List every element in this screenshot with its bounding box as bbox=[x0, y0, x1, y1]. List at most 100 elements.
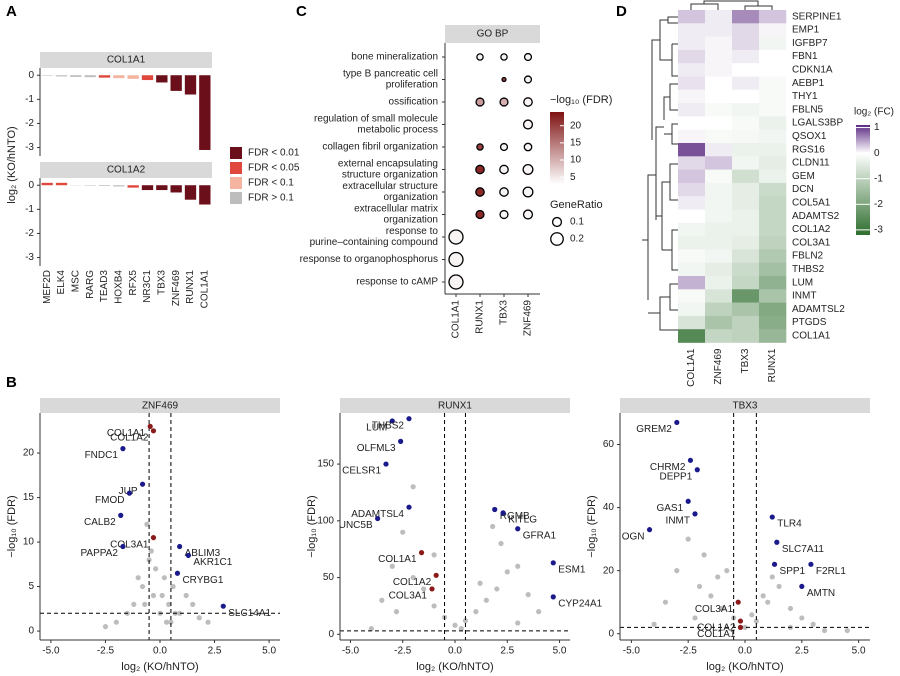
x-tick-label: ZNF469 bbox=[523, 300, 534, 337]
point-label: ESM1 bbox=[558, 564, 586, 575]
row-label: EMP1 bbox=[792, 25, 820, 36]
bar bbox=[98, 75, 111, 78]
point-label: LUM bbox=[366, 423, 387, 434]
background-point bbox=[776, 583, 782, 590]
heatmap-cell bbox=[759, 76, 787, 91]
heatmap-cell bbox=[759, 63, 787, 77]
background-point bbox=[799, 615, 805, 621]
panel-label: A bbox=[6, 3, 17, 20]
heatmap-cell bbox=[759, 10, 787, 24]
dot bbox=[500, 53, 508, 61]
highlight-point bbox=[406, 416, 412, 422]
x-tick-label: -2.5 bbox=[97, 646, 115, 657]
size-legend-label: 0.1 bbox=[570, 217, 584, 228]
y-tick-label: -2 bbox=[25, 118, 34, 129]
y-tick-label: regulation of small molecule bbox=[314, 114, 438, 125]
x-axis-title: log₂ (KO/hNTO) bbox=[416, 661, 493, 673]
highlight-point bbox=[433, 572, 439, 578]
heatmap-cell bbox=[759, 143, 787, 157]
highlight-point bbox=[375, 515, 381, 522]
y-tick-label: metabolic process bbox=[357, 125, 438, 136]
point-label: CALB2 bbox=[84, 517, 116, 528]
row-label: ADAMTS2 bbox=[792, 211, 840, 222]
heatmap-cell bbox=[732, 249, 760, 263]
facet-title: TBX3 bbox=[732, 401, 757, 412]
bar bbox=[170, 185, 182, 193]
y-tick-label: 150 bbox=[317, 459, 334, 470]
y-tick-label: collagen fibril organization bbox=[322, 142, 438, 153]
point-label: PAPPA2 bbox=[80, 548, 118, 559]
background-point bbox=[719, 605, 725, 612]
column-label: TBX3 bbox=[740, 348, 751, 373]
background-point bbox=[379, 597, 385, 603]
heatmap-cell bbox=[759, 89, 787, 104]
row-label: FBLN2 bbox=[792, 251, 824, 262]
background-point bbox=[177, 610, 183, 616]
heatmap-cell bbox=[705, 169, 733, 184]
heatmap-cell bbox=[678, 315, 706, 330]
heatmap-cell bbox=[678, 222, 706, 237]
point-label: INMT bbox=[666, 516, 690, 527]
bar bbox=[127, 185, 139, 188]
heatmap-cell bbox=[678, 262, 706, 277]
x-axis-title: log₂ (KO/hNTO) bbox=[706, 661, 783, 673]
heatmap-cell bbox=[705, 249, 733, 263]
heatmap-cell bbox=[705, 10, 733, 24]
point-label: COL1A2 bbox=[110, 432, 149, 443]
background-point bbox=[685, 536, 691, 542]
dot bbox=[499, 209, 509, 220]
y-tick-label: 10 bbox=[23, 537, 35, 548]
colorbar-title: log₂ (FC) bbox=[854, 107, 894, 118]
column-label: ZNF469 bbox=[713, 348, 724, 385]
heatmap-cell bbox=[678, 196, 706, 210]
highlight-point bbox=[492, 506, 498, 513]
background-point bbox=[477, 580, 483, 586]
background-point bbox=[183, 592, 189, 599]
heatmap-cell bbox=[705, 63, 733, 77]
highlight-point bbox=[220, 603, 226, 609]
dot bbox=[499, 164, 509, 175]
point-label: OLFML3 bbox=[357, 443, 396, 454]
highlight-point bbox=[174, 570, 181, 576]
facet-title: RUNX1 bbox=[438, 401, 472, 412]
heatmap-cell bbox=[705, 103, 733, 117]
dot bbox=[476, 53, 484, 61]
dot bbox=[522, 186, 534, 198]
point-label: SPP1 bbox=[780, 566, 806, 577]
heatmap-cell bbox=[678, 236, 706, 250]
point-label: FNDC1 bbox=[85, 450, 119, 461]
dot bbox=[523, 52, 533, 62]
highlight-point bbox=[737, 624, 744, 630]
colorbar-label: 0 bbox=[874, 148, 880, 159]
heatmap-cell bbox=[732, 289, 760, 303]
background-point bbox=[168, 619, 174, 625]
background-point bbox=[810, 621, 816, 627]
background-point bbox=[153, 566, 159, 572]
size-legend-dot bbox=[550, 232, 564, 246]
point-label: FMOD bbox=[95, 495, 124, 506]
y-tick-label: 0 bbox=[28, 626, 34, 637]
heatmap-cell bbox=[705, 196, 733, 210]
dot bbox=[448, 229, 464, 245]
row-label: CDKN1A bbox=[792, 64, 833, 75]
heatmap-cell bbox=[678, 63, 706, 77]
legend-label: FDR < 0.05 bbox=[248, 163, 300, 174]
colorbar-label: 15 bbox=[570, 137, 582, 148]
heatmap-cell bbox=[705, 116, 733, 130]
y-tick-label: 0 bbox=[28, 70, 34, 81]
bar bbox=[98, 185, 111, 186]
background-point bbox=[662, 599, 669, 605]
row-label: DCN bbox=[792, 184, 814, 195]
heatmap-cell bbox=[732, 329, 760, 343]
background-point bbox=[161, 575, 167, 581]
y-axis-title: −log₁₀ (FDR) bbox=[586, 495, 598, 557]
colorbar-label: 20 bbox=[570, 120, 582, 131]
heatmap-cell bbox=[732, 36, 760, 51]
heatmap-cell bbox=[705, 182, 733, 197]
y-tick-label: -1 bbox=[25, 94, 34, 105]
heatmap-cell bbox=[705, 49, 733, 64]
heatmap-cell bbox=[732, 276, 760, 290]
dot bbox=[523, 142, 533, 152]
x-tick-label: 2.5 bbox=[208, 646, 222, 657]
